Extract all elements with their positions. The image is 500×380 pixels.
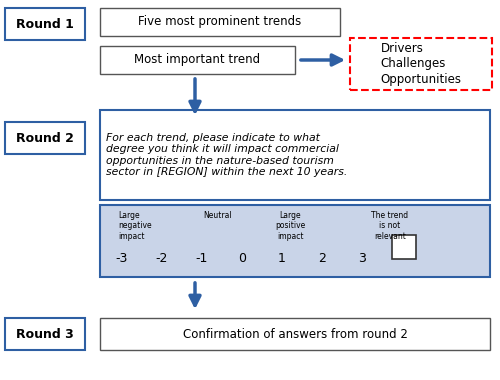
Text: Round 1: Round 1: [16, 17, 74, 30]
FancyBboxPatch shape: [5, 122, 85, 154]
Text: For each trend, please indicate to what
degree you think it will impact commerci: For each trend, please indicate to what …: [106, 133, 348, 177]
FancyBboxPatch shape: [5, 318, 85, 350]
Text: Drivers
Challenges
Opportunities: Drivers Challenges Opportunities: [380, 43, 462, 86]
Text: 2: 2: [318, 252, 326, 266]
Text: 1: 1: [278, 252, 286, 266]
FancyBboxPatch shape: [392, 235, 416, 259]
Text: Confirmation of answers from round 2: Confirmation of answers from round 2: [182, 328, 408, 340]
Text: Five most prominent trends: Five most prominent trends: [138, 16, 302, 28]
Text: 0: 0: [238, 252, 246, 266]
Text: -2: -2: [156, 252, 168, 266]
Text: Large
positive
impact: Large positive impact: [275, 211, 305, 241]
Text: -1: -1: [196, 252, 208, 266]
Text: Most important trend: Most important trend: [134, 54, 260, 66]
Text: The trend
is not
relevant: The trend is not relevant: [372, 211, 408, 241]
FancyBboxPatch shape: [100, 46, 295, 74]
Text: Large
negative
impact: Large negative impact: [118, 211, 152, 241]
FancyBboxPatch shape: [350, 38, 492, 90]
Text: 3: 3: [358, 252, 366, 266]
FancyBboxPatch shape: [100, 318, 490, 350]
Text: -3: -3: [116, 252, 128, 266]
Text: Round 2: Round 2: [16, 131, 74, 144]
FancyBboxPatch shape: [5, 8, 85, 40]
Text: Neutral: Neutral: [204, 211, 233, 220]
Text: Round 3: Round 3: [16, 328, 74, 340]
FancyBboxPatch shape: [100, 205, 490, 277]
FancyBboxPatch shape: [100, 8, 340, 36]
FancyBboxPatch shape: [100, 110, 490, 200]
